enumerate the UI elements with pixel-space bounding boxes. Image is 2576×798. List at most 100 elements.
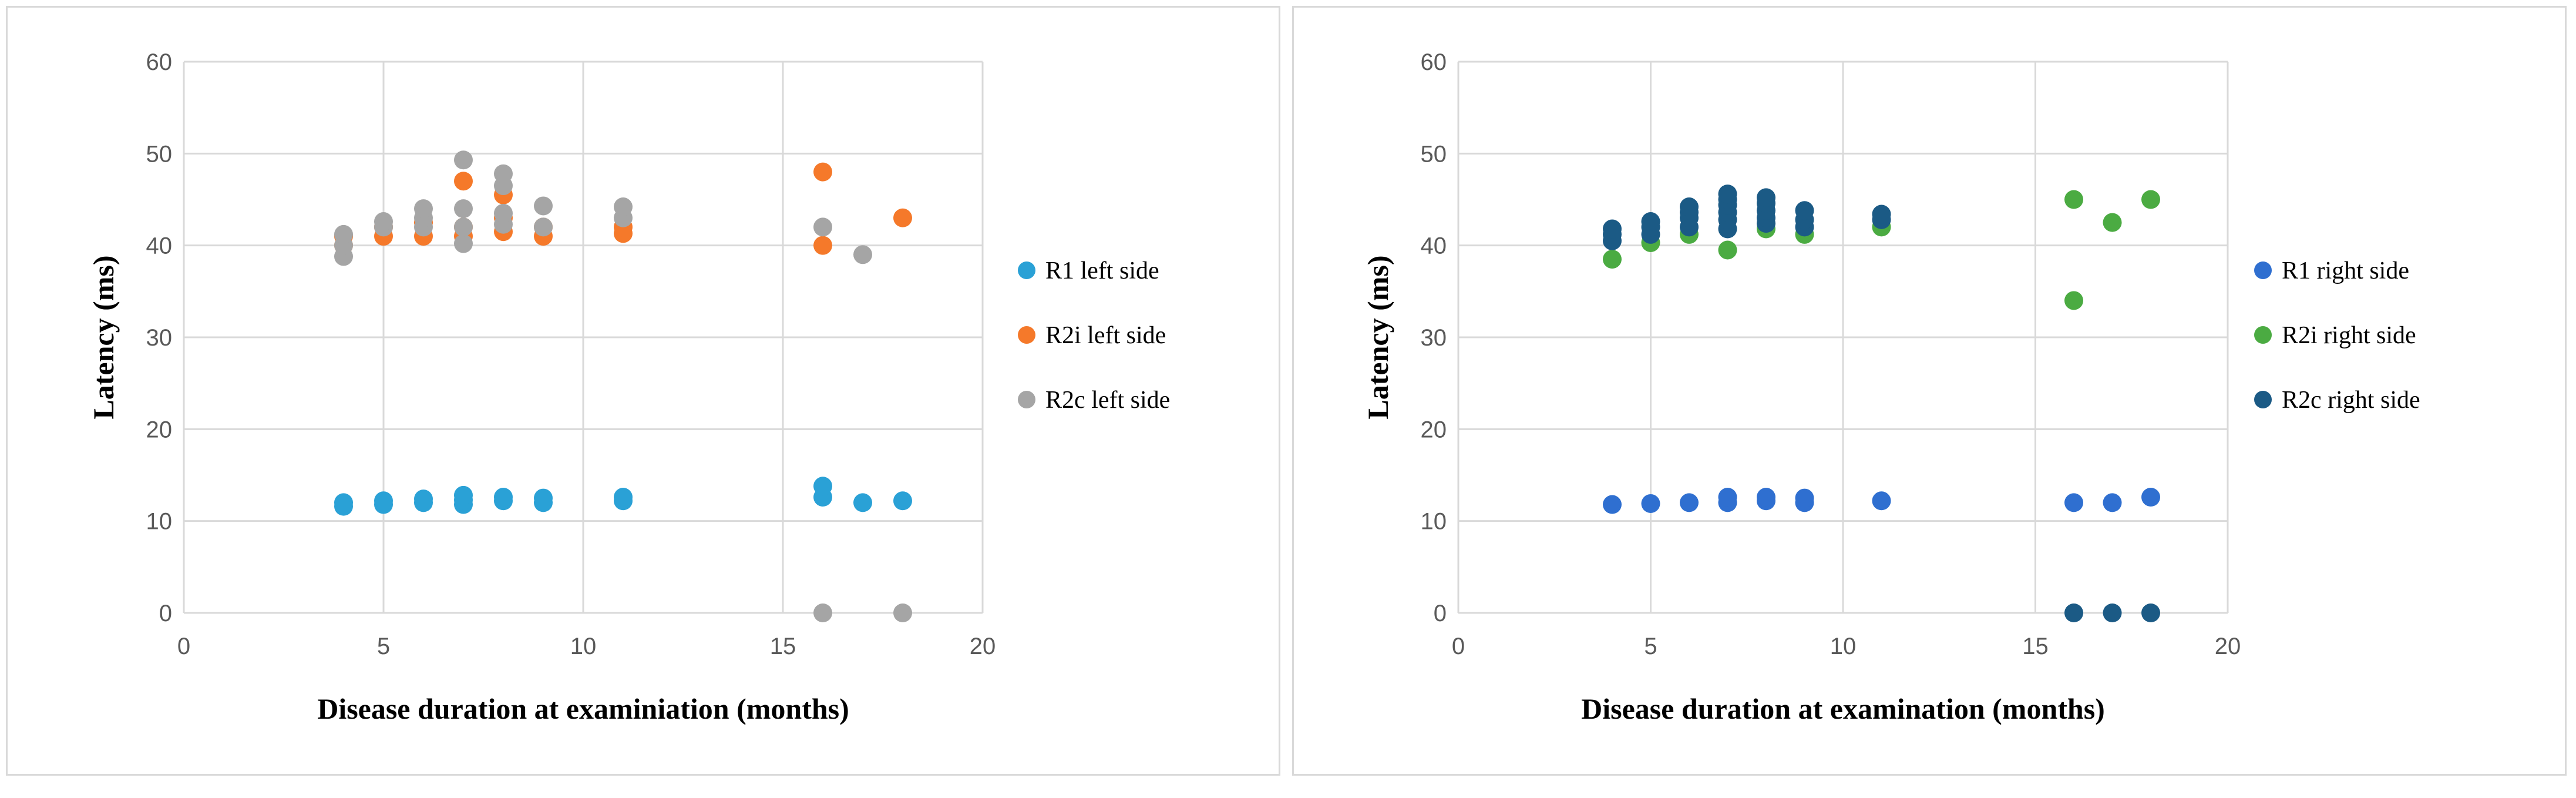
y-tick-label: 60	[146, 49, 173, 75]
data-point	[853, 493, 872, 512]
data-point	[813, 477, 832, 496]
data-point	[2103, 603, 2122, 622]
legend-label: R2c left side	[1045, 387, 1170, 414]
scatter-chart-right: 0 10 20 30 40 50 60 0 5 10 15 20 Disease duration at…	[1361, 49, 2420, 725]
legend-label: R2c right side	[2282, 387, 2420, 414]
x-tick-label: 10	[570, 633, 597, 659]
x-tick-label: 15	[2022, 633, 2049, 659]
data-point	[1872, 204, 1891, 224]
data-point	[813, 162, 832, 182]
chart-panel-left: 0 10 20 30 40 50 60 0 5 10 15 20 Disease duration at…	[6, 6, 1280, 776]
legend-marker	[2254, 326, 2272, 344]
data-point	[1603, 495, 1622, 514]
data-point	[534, 196, 553, 216]
x-axis-title: Disease duration at examiniation (months…	[317, 692, 849, 725]
y-tick-label: 60	[1421, 49, 1447, 75]
data-point	[454, 234, 473, 253]
legend: R1 left side R2i left side R2c left side	[1018, 257, 1170, 414]
data-point	[374, 491, 393, 511]
data-point	[454, 172, 473, 191]
data-point	[813, 236, 832, 255]
x-tick-label: 0	[177, 633, 190, 659]
data-point	[893, 208, 912, 227]
data-point	[614, 197, 633, 217]
data-point	[2064, 291, 2083, 310]
series-r1-left-side	[334, 477, 912, 516]
data-point	[1872, 491, 1891, 511]
legend-marker	[2254, 391, 2272, 408]
legend-label: R1 left side	[1045, 257, 1159, 284]
data-point	[1603, 250, 1622, 269]
y-tick-label: 20	[146, 417, 173, 442]
y-axis-title: Latency (ms)	[1361, 255, 1394, 419]
data-point	[813, 217, 832, 237]
data-point	[494, 488, 513, 507]
data-point	[2064, 190, 2083, 209]
legend-label: R2i left side	[1045, 322, 1166, 349]
data-point	[1718, 488, 1737, 507]
data-point	[893, 603, 912, 622]
series-r1-right-side	[1603, 488, 2160, 514]
data-point	[2141, 603, 2160, 622]
legend: R1 right side R2i right side R2c right sid…	[2254, 257, 2420, 414]
x-tick-label: 5	[1644, 633, 1657, 659]
y-tick-label: 50	[1421, 141, 1447, 167]
data-point	[614, 488, 633, 507]
data-point	[1603, 219, 1622, 239]
legend-marker	[1018, 391, 1035, 408]
data-point	[893, 491, 912, 511]
data-point	[454, 217, 473, 237]
data-point	[1680, 197, 1699, 217]
data-point	[2141, 488, 2160, 507]
series-r2c-left-side	[334, 150, 912, 622]
data-point	[1757, 188, 1775, 207]
x-tick-label: 5	[377, 633, 390, 659]
data-point	[1641, 212, 1660, 232]
gridlines	[184, 61, 984, 613]
data-point	[1641, 494, 1660, 513]
data-point	[454, 485, 473, 505]
y-tick-label: 40	[146, 233, 173, 259]
data-point	[494, 203, 513, 223]
x-tick-label: 20	[2215, 633, 2241, 659]
data-point	[454, 150, 473, 170]
data-point	[454, 199, 473, 219]
data-point	[2141, 190, 2160, 209]
data-point	[534, 217, 553, 237]
y-axis-title: Latency (ms)	[87, 255, 120, 419]
y-tick-label: 30	[1421, 325, 1447, 351]
chart-panel-right: 0 10 20 30 40 50 60 0 5 10 15 20 Disease duration at…	[1292, 6, 2567, 776]
gridlines	[1458, 61, 2229, 613]
x-tick-label: 10	[1830, 633, 1857, 659]
x-tick-label: 15	[770, 633, 796, 659]
y-tick-label: 40	[1421, 233, 1447, 259]
data-point	[334, 224, 353, 244]
legend-marker	[1018, 326, 1035, 344]
y-tick-label: 0	[159, 601, 172, 626]
y-tick-label: 10	[146, 509, 173, 535]
data-point	[374, 212, 393, 232]
y-tick-label: 0	[1434, 601, 1447, 626]
data-point	[2064, 603, 2083, 622]
data-point	[414, 489, 433, 509]
data-point	[1795, 201, 1814, 220]
y-tick-label: 10	[1421, 509, 1447, 535]
y-tick-label: 20	[1421, 417, 1447, 442]
data-point	[2103, 493, 2122, 512]
x-tick-label: 0	[1452, 633, 1465, 659]
series-r2c-right-side	[1603, 185, 2160, 622]
data-point	[334, 493, 353, 512]
data-point	[1680, 493, 1699, 512]
data-point	[813, 603, 832, 622]
data-point	[494, 164, 513, 183]
y-tick-label: 30	[146, 325, 173, 351]
legend-marker	[2254, 261, 2272, 279]
data-point	[1757, 488, 1775, 507]
legend-marker	[1018, 261, 1035, 279]
data-point	[534, 488, 553, 508]
data-point	[853, 245, 872, 264]
data-point	[1718, 240, 1737, 260]
y-tick-label: 50	[146, 141, 173, 167]
data-point	[2103, 213, 2122, 232]
data-point	[2064, 493, 2083, 512]
